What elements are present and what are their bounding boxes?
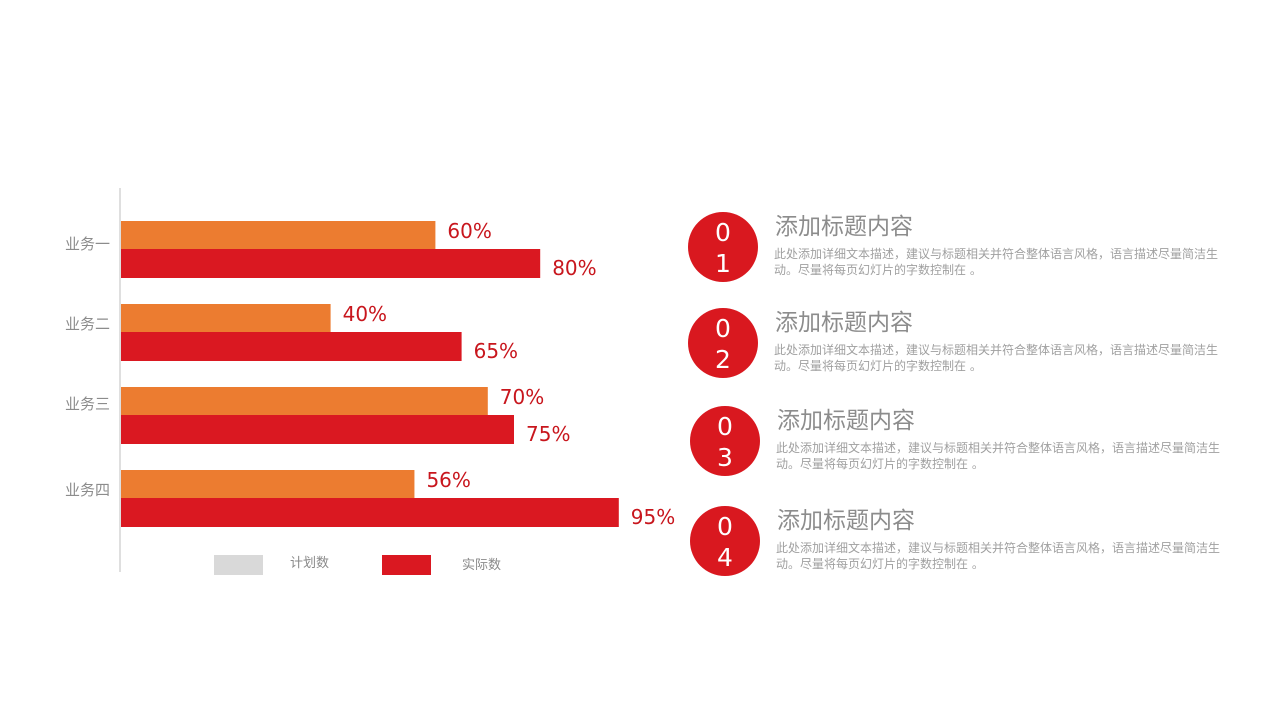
- data-label: 56%: [426, 468, 470, 492]
- badge-digit: 0: [717, 512, 733, 541]
- data-label: 75%: [526, 422, 570, 446]
- data-label: 80%: [552, 256, 596, 280]
- item-description: 此处添加详细文本描述，建议与标题相关并符合整体语言风格，语言描述尽量简洁生动。尽…: [776, 441, 1221, 471]
- badge-digit: 3: [717, 443, 733, 472]
- category-label: 业务二: [65, 315, 110, 333]
- item-description: 此处添加详细文本描述，建议与标题相关并符合整体语言风格，语言描述尽量简洁生动。尽…: [774, 247, 1219, 277]
- item-title: 添加标题内容: [777, 408, 915, 434]
- legend-swatch-plan: [214, 555, 263, 575]
- item-description: 此处添加详细文本描述，建议与标题相关并符合整体语言风格，语言描述尽量简洁生动。尽…: [774, 343, 1219, 373]
- legend-label-actual: 实际数: [462, 558, 502, 573]
- number-badge: 0 1: [688, 212, 758, 282]
- badge-digit: 0: [717, 412, 733, 441]
- legend-label-plan: 计划数: [290, 556, 330, 571]
- badge-digit: 1: [715, 249, 731, 278]
- category-label: 业务三: [65, 395, 110, 413]
- bar-actual: [121, 249, 541, 278]
- number-badge: 0 2: [688, 308, 758, 378]
- data-label: 65%: [474, 339, 518, 363]
- badge-digit: 2: [715, 345, 731, 374]
- item-title: 添加标题内容: [775, 310, 913, 336]
- bar-actual: [121, 332, 462, 361]
- category-label: 业务四: [65, 481, 110, 499]
- item-title: 添加标题内容: [777, 508, 915, 534]
- bar-plan: [121, 221, 436, 249]
- bar-plan: [121, 470, 415, 498]
- number-badge: 0 3: [690, 406, 760, 476]
- item-title: 添加标题内容: [775, 214, 913, 240]
- data-label: 60%: [447, 219, 491, 243]
- item-description: 此处添加详细文本描述，建议与标题相关并符合整体语言风格，语言描述尽量简洁生动。尽…: [776, 541, 1221, 571]
- list-item-2: 0 2 添加标题内容 此处添加详细文本描述，建议与标题相关并符合整体语言风格，语…: [688, 308, 1228, 382]
- bar-actual: [121, 498, 619, 527]
- data-label: 95%: [631, 505, 675, 529]
- category-label: 业务一: [65, 235, 110, 253]
- list-item-4: 0 4 添加标题内容 此处添加详细文本描述，建议与标题相关并符合整体语言风格，语…: [690, 506, 1230, 580]
- bar-actual: [121, 415, 514, 444]
- list-item-1: 0 1 添加标题内容 此处添加详细文本描述，建议与标题相关并符合整体语言风格，语…: [688, 212, 1228, 286]
- badge-digit: 0: [715, 314, 731, 343]
- data-label: 40%: [343, 302, 387, 326]
- data-label: 70%: [500, 385, 544, 409]
- badge-digit: 0: [715, 218, 731, 247]
- list-item-3: 0 3 添加标题内容 此处添加详细文本描述，建议与标题相关并符合整体语言风格，语…: [690, 406, 1230, 480]
- bar-plan: [121, 304, 331, 332]
- bar-chart: 业务一 60% 80% 业务二 40% 65% 业务三 70% 75% 业务四 56% 95%: [65, 188, 675, 572]
- bar-plan: [121, 387, 488, 415]
- badge-digit: 4: [717, 543, 733, 572]
- number-badge: 0 4: [690, 506, 760, 576]
- legend-swatch-actual: [382, 555, 431, 575]
